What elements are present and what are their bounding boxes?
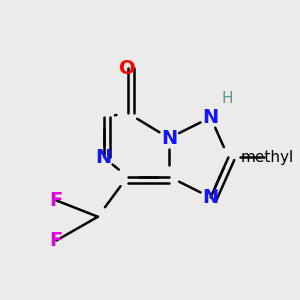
Text: F: F [50,231,63,250]
Text: N: N [161,129,177,148]
Text: methyl: methyl [240,150,294,165]
Text: N: N [202,188,219,207]
Text: F: F [50,191,63,210]
Text: H: H [221,91,233,106]
Text: O: O [119,59,136,78]
Text: N: N [202,108,219,127]
Text: N: N [96,148,112,167]
